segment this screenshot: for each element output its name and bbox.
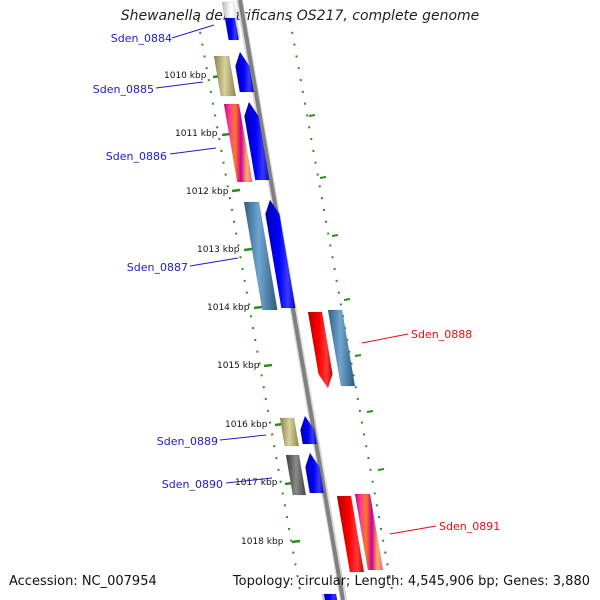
gene-leader-line [225,477,273,484]
kbp-tick-label: 1016 kbp [225,420,268,430]
kbp-tick-mark [221,132,231,137]
sden-0891-gene [336,495,365,573]
kbp-tick-label: 1013 kbp [197,245,240,255]
gene-label-sden-0886[interactable]: Sden_0886 [106,150,167,163]
outer-tick-mark [331,234,339,237]
sden-0888-gene [307,311,333,389]
sden-0887-feature [243,201,278,311]
gene-label-sden-0889[interactable]: Sden_0889 [157,435,218,448]
gene-label-sden-0888[interactable]: Sden_0888 [411,328,472,341]
sden-0890-feature [285,454,307,496]
sden-0890-gene [305,452,325,494]
outer-tick-mark [354,354,362,357]
sden-0885-gene [235,51,255,93]
kbp-tick-label: 1018 kbp [241,537,284,547]
inner-dotted-track [197,19,301,591]
kbp-tick-mark [253,305,263,310]
label-layer: 1010 kbp 1011 kbp 1012 kbp 1013 kbp 1014 kbp… [93,24,500,547]
gene-label-sden-0890[interactable]: Sden_0890 [162,478,223,491]
sden-0888-feature [327,309,356,387]
gene-label-sden-0885[interactable]: Sden_0885 [93,83,154,96]
gene-leader-line [171,24,215,39]
kbp-tick-mark [263,363,273,368]
sden-0886-gene [244,101,270,181]
gene-layer [213,1,384,600]
kbp-tick-label: 1017 kbp [235,478,278,488]
outer-tick-mark [366,410,374,413]
gene-leader-line [389,525,437,535]
kbp-tick-mark [291,539,301,544]
gene-leader-line [189,257,239,267]
kbp-tick-label: 1010 kbp [164,71,207,81]
kbp-tick-label: 1014 kbp [207,303,250,313]
sden-0886-feature [223,103,253,183]
gene-leader-line [361,333,409,344]
kbp-tick-mark [243,247,253,252]
gene-label-sden-0884[interactable]: Sden_0884 [111,32,172,45]
gene-leader-line [155,81,204,89]
topology-text: Topology: circular; Length: 4,545,906 bp… [232,574,590,589]
accession-text: Accession: NC_007954 [9,574,157,589]
kbp-tick-label: 1012 kbp [186,187,229,197]
outer-dotted-track [289,19,393,591]
kbp-tick-label: 1015 kbp [217,361,260,371]
sden-0885-feature [213,55,237,97]
outer-tick-mark [343,298,351,301]
gene-leader-line [169,147,217,155]
kbp-tick-mark [231,188,241,193]
sden-0889-feature [279,417,300,447]
sden-0887-gene [265,199,296,309]
sden-0889-gene [300,415,318,445]
outer-tick-mark [319,176,327,179]
gene-label-sden-0891[interactable]: Sden_0891 [439,520,500,533]
gene-label-sden-0887[interactable]: Sden_0887 [127,261,188,274]
genome-title: Shewanella denitrificans OS217, complete… [120,8,480,24]
kbp-tick-label: 1011 kbp [175,129,218,139]
sden-0884-gene [224,17,240,41]
outer-tick-mark [377,468,385,471]
sden-0891-feature [354,493,384,571]
outer-tick-mark [308,114,316,117]
gene-leader-line [219,434,267,441]
bottom-gene-blue [323,593,338,600]
